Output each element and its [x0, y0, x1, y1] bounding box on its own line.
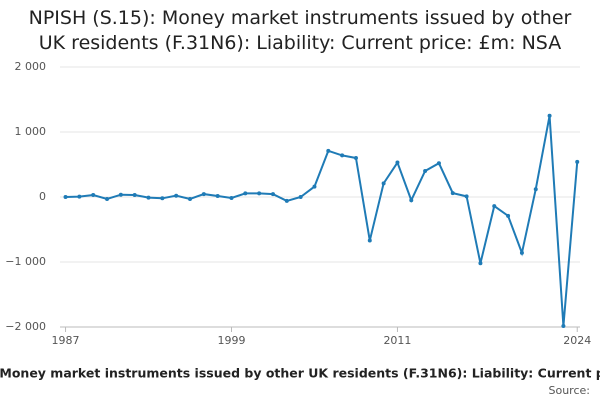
point	[257, 191, 262, 196]
point	[118, 192, 123, 197]
x-tick-label: 1987	[52, 334, 80, 347]
line	[65, 115, 579, 327]
point	[229, 195, 234, 200]
point	[105, 196, 110, 201]
point	[395, 160, 400, 165]
point	[132, 193, 137, 198]
point	[478, 261, 483, 266]
y-tick-label: 2 000	[15, 60, 47, 73]
point	[533, 187, 538, 192]
point	[91, 193, 96, 198]
point	[367, 238, 372, 243]
point	[326, 148, 331, 153]
point	[215, 194, 220, 199]
point	[312, 184, 317, 189]
point	[188, 196, 192, 201]
point	[450, 191, 455, 196]
point	[519, 250, 524, 255]
y-tick-label: −2 000	[5, 320, 46, 333]
point	[353, 156, 358, 160]
x-tick-label: 2024	[563, 334, 591, 347]
y-tick-label: 0	[39, 190, 46, 203]
point	[561, 324, 566, 329]
point	[174, 193, 179, 198]
point	[547, 113, 552, 118]
point	[436, 161, 441, 166]
point	[146, 195, 151, 200]
y-tick-label: −1 000	[5, 255, 46, 268]
point	[575, 159, 580, 164]
point	[506, 213, 511, 218]
x-tick-label: 1999	[217, 334, 245, 347]
point	[160, 196, 165, 201]
point	[340, 153, 345, 158]
point	[63, 195, 68, 199]
source-label: Source:	[549, 384, 591, 397]
point	[298, 195, 303, 199]
point	[284, 198, 289, 203]
point	[77, 194, 82, 199]
point	[243, 191, 248, 196]
chart-title: NPISH (S.15): Money market instruments i…	[28, 7, 572, 54]
point	[381, 181, 386, 186]
point	[201, 192, 206, 197]
point	[464, 194, 469, 199]
point	[270, 192, 275, 197]
point	[409, 198, 414, 203]
footer-title: NPISH (S.15): Money market instruments i…	[0, 366, 600, 381]
y-tick-label: 1 000	[15, 125, 47, 138]
x-tick-label: 2011	[383, 334, 411, 347]
point	[423, 169, 428, 173]
point	[492, 204, 497, 209]
